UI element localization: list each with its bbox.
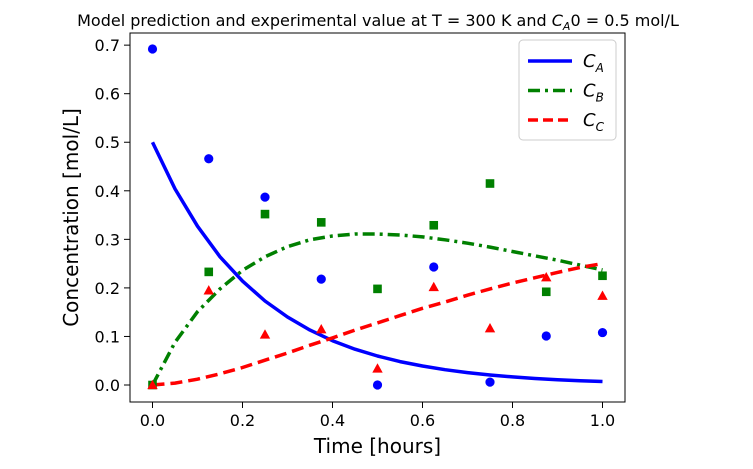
data-point-triangle-2 [259,329,271,339]
data-point-circle-0 [147,44,158,54]
data-point-circle-6 [485,377,495,387]
y-tick-label: 0.1 [95,327,120,346]
x-tick-label: 0.6 [410,411,435,430]
chart-title-suffix: 0 = 0.5 mol/L [570,11,679,30]
data-point-triangle-3 [316,323,327,334]
y-tick-label: 0.6 [95,85,120,104]
y-tick-label: 0.4 [95,182,120,201]
y-tick-label: 0.3 [95,230,120,249]
y-axis-label: Concentration [mol/L] [59,108,83,327]
data-point-square-1 [204,267,214,277]
legend-label-0: CA [583,51,604,75]
data-point-triangle-5 [428,281,439,292]
legend-label-2: CC [583,110,605,134]
series-line-0 [150,141,603,384]
series-line-2 [152,261,603,387]
data-point-circle-5 [429,262,439,272]
data-point-triangle-1 [203,285,214,295]
data-point-square-4 [373,284,382,294]
data-point-square-8 [598,271,607,281]
data-point-triangle-7 [541,272,552,282]
data-point-square-5 [429,220,439,230]
chart-title-var: C [552,11,564,30]
data-point-triangle-6 [484,323,496,333]
data-point-triangle-0 [147,379,158,390]
legend-box [518,39,617,141]
chart-title-prefix: Model prediction and experimental value … [77,11,552,30]
x-tick-label: 0.2 [230,411,255,430]
data-point-square-2 [260,209,270,219]
chart-title: Model prediction and experimental value … [77,11,679,33]
legend: CA CB CC [518,39,617,141]
chart-title-var-sub: A [562,20,571,33]
data-point-triangle-4 [372,363,383,373]
data-point-square-7 [541,287,551,297]
data-point-circle-7 [541,331,551,341]
x-tick-label: 0.0 [140,411,165,430]
series-line-1 [150,232,603,386]
x-tick-label: 1.0 [590,411,615,430]
plot-frame [129,32,626,403]
x-tick-label: 0.4 [320,411,345,430]
x-axis-label: Time [hours] [313,434,441,458]
data-point-circle-3 [316,274,326,284]
x-tick-label: 0.8 [500,411,525,430]
y-tick-label: 0.7 [95,36,120,55]
data-point-circle-1 [204,154,214,164]
data-point-square-3 [316,218,326,227]
y-tick-label: 0.5 [95,133,120,152]
y-tick-label: 0.0 [95,376,120,395]
data-point-circle-2 [260,192,270,202]
data-point-circle-8 [597,327,608,338]
y-tick-label: 0.2 [95,279,120,298]
y-axis-ticks: 0.0 0.1 0.2 0.3 0.4 0.5 0.6 0.7 [95,36,130,395]
plot-area [147,44,608,390]
legend-label-1: CB [583,81,604,105]
data-point-square-6 [485,179,495,188]
x-axis-ticks: 0.0 0.2 0.4 0.6 0.8 1.0 [140,402,615,430]
data-point-circle-4 [372,380,383,390]
data-point-triangle-8 [597,290,608,300]
